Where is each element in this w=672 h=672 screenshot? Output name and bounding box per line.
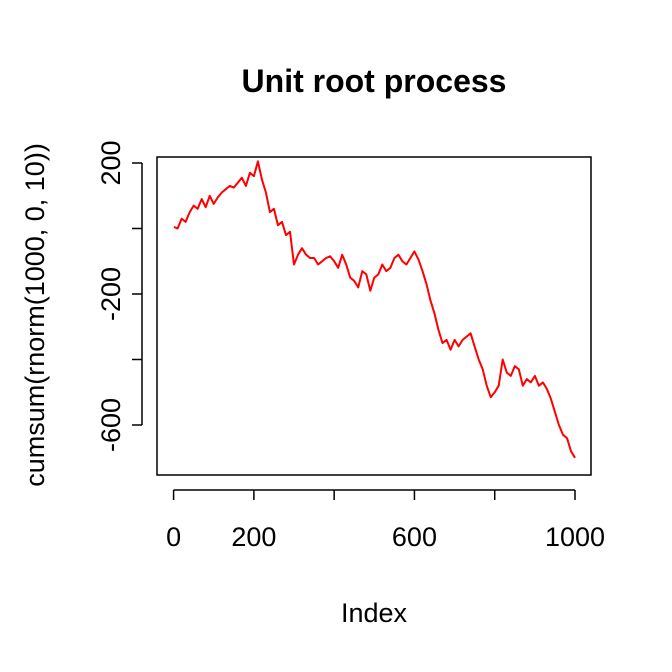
x-axis: 0 200 600 1000: [166, 489, 605, 552]
plot-area-frame: [156, 156, 592, 476]
x-tick-label: 200: [231, 522, 276, 552]
chart-title: Unit root process: [242, 63, 507, 99]
series-layer: [173, 160, 576, 459]
y-tick-label: -200: [96, 267, 126, 321]
x-tick-label: 1000: [545, 522, 605, 552]
x-tick-label: 0: [166, 522, 181, 552]
series-line: [173, 160, 576, 459]
x-tick-label: 600: [392, 522, 437, 552]
y-axis: -600 -200 200: [96, 140, 143, 452]
y-tick-label: -600: [96, 398, 126, 452]
x-axis-label: Index: [341, 598, 408, 628]
y-axis-label: cumsum(rnorm(1000, 0, 10)): [20, 143, 50, 487]
y-tick-label: 200: [96, 140, 126, 185]
